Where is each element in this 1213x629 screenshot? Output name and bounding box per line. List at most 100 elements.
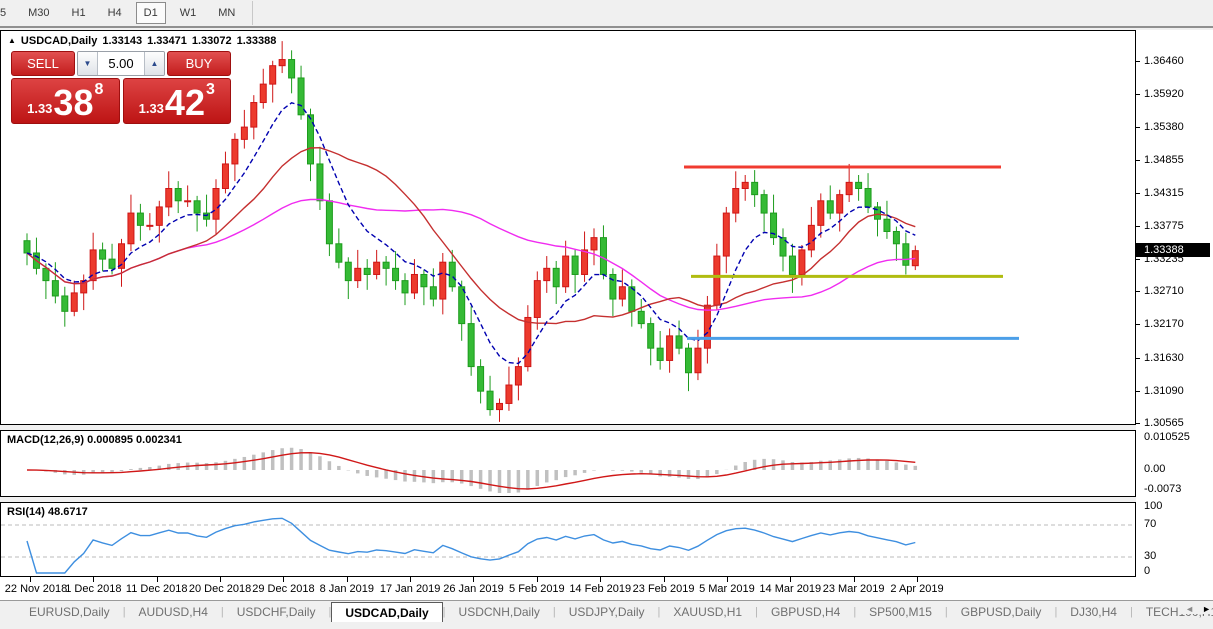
current-price-marker: 1.33388 [1136, 242, 1210, 257]
timeframe-button-mn[interactable]: MN [218, 7, 236, 19]
tab-scroll-buttons: ◄ ► [1179, 604, 1211, 614]
tab-scroll-right-icon[interactable]: ► [1202, 604, 1211, 614]
tab-separator: | [657, 605, 661, 618]
chart-tab-gbpusd[interactable]: GBPUSD,H4 [770, 605, 841, 619]
ohlc-close: 1.33388 [236, 35, 277, 47]
buy-button[interactable]: BUY [167, 51, 231, 76]
price-chart-pane: ▲ USDCAD,Daily 1.33143 1.33471 1.33072 1… [0, 30, 1136, 425]
buy-price-tile[interactable]: 1.33 42 3 [122, 78, 231, 124]
date-axis-label: 11 Dec 2018 [125, 583, 188, 595]
volume-input[interactable]: 5.00 [108, 56, 134, 71]
macd-axis-label: 0.010525 [1144, 431, 1190, 443]
chart-title: ▲ USDCAD,Daily 1.33143 1.33471 1.33072 1… [8, 35, 276, 47]
ohlc-high: 1.33471 [147, 35, 187, 47]
macd-pane: MACD(12,26,9) 0.000895 0.002341 [0, 430, 1136, 497]
date-axis: 22 Nov 2018 1 Dec 2018 11 Dec 2018 20 Dec 2… [0, 577, 1136, 600]
status-strip [0, 622, 1213, 629]
tab-scroll-left-icon[interactable]: ◄ [1185, 604, 1195, 614]
date-axis-label: 29 Dec 2018 [252, 583, 315, 595]
toolbar-separator [252, 1, 254, 25]
price-axis-tick [1136, 324, 1140, 326]
date-axis-tick [600, 577, 602, 582]
chart-tab-audusd[interactable]: AUDUSD,H4 [138, 605, 208, 619]
chart-tab-usdcad[interactable]: USDCAD,Daily [331, 602, 443, 622]
price-axis-label: 1.34315 [1144, 186, 1184, 199]
rsi-axis-label: 100 [1144, 500, 1163, 512]
chart-tab-gbpusd[interactable]: GBPUSD,Daily [960, 605, 1042, 619]
tab-separator: | [122, 605, 126, 618]
price-axis-tick [1136, 61, 1140, 62]
price-axis-label: 1.31630 [1144, 351, 1184, 364]
one-click-trading-panel: SELL ▼ 5.00 ▲ BUY 1.33 38 8 1.33 42 3 [11, 51, 231, 124]
tab-separator: | [442, 605, 446, 618]
sell-price-big: 38 [53, 81, 94, 123]
price-axis-tick [1136, 192, 1140, 194]
chart-tab-sp500[interactable]: SP500,M15 [869, 605, 932, 619]
collapse-trade-panel-icon[interactable]: ▲ [8, 35, 16, 45]
date-axis-tick [853, 577, 855, 582]
tab-separator: | [220, 605, 224, 618]
date-axis-label: 14 Mar 2019 [759, 583, 822, 595]
chart-tab-xauusd[interactable]: XAUUSD,H1 [673, 605, 743, 619]
timeframe-button-m30[interactable]: M30 [28, 7, 50, 19]
volume-increase-button[interactable]: ▲ [144, 52, 164, 75]
price-chart-canvas [23, 41, 1019, 422]
rsi-canvas [1, 517, 1135, 574]
chart-tab-dj30[interactable]: DJ30,H4 [1070, 605, 1117, 619]
macd-label: MACD(12,26,9) 0.000895 0.002341 [7, 434, 182, 446]
date-axis-label: 5 Feb 2019 [509, 583, 565, 595]
price-axis-tick [1136, 259, 1140, 261]
chart-tab-usdjpy[interactable]: USDJPY,Daily [568, 605, 645, 619]
price-axis-tick [1136, 127, 1140, 129]
tab-separator: | [1054, 605, 1058, 618]
sell-price-tile[interactable]: 1.33 38 8 [11, 78, 120, 124]
date-axis-label: 14 Feb 2019 [569, 583, 632, 595]
price-axis-label: 1.33235 [1144, 253, 1184, 266]
timeframe-button-5[interactable]: 5 [0, 7, 7, 19]
volume-decrease-button[interactable]: ▼ [78, 52, 98, 75]
price-axis-label: 1.33775 [1144, 219, 1184, 232]
date-axis-label: 20 Dec 2018 [188, 583, 252, 595]
price-axis-label: 1.35920 [1144, 88, 1184, 101]
timeframe-button-w1[interactable]: W1 [179, 7, 197, 19]
timeframe-button-d1[interactable]: D1 [135, 2, 166, 24]
buy-price-prefix: 1.33 [138, 101, 164, 116]
rsi-label: RSI(14) 48.6717 [7, 506, 88, 518]
macd-canvas [26, 447, 918, 493]
date-axis-tick [663, 577, 665, 582]
tab-separator: | [853, 605, 857, 618]
price-axis-label: 1.35380 [1144, 121, 1184, 134]
tab-separator: | [944, 605, 948, 618]
chart-tab-usdcnh[interactable]: USDCNH,Daily [458, 605, 540, 619]
date-axis-label: 5 Mar 2019 [699, 583, 755, 595]
date-axis-tick [346, 577, 348, 582]
timeframe-button-h4[interactable]: H4 [107, 7, 122, 19]
macd-axis-label: -0.0073 [1144, 482, 1182, 495]
date-axis-label: 23 Feb 2019 [632, 583, 695, 595]
ohlc-open: 1.33143 [102, 35, 143, 47]
tab-separator: | [755, 605, 758, 618]
price-axis: 1.33388 1.36460 1.35920 1.35380 1.34855 1.34… [1136, 30, 1213, 600]
tab-separator: | [1129, 605, 1133, 618]
price-axis-label: 1.30565 [1144, 417, 1184, 429]
price-axis-label: 1.31090 [1144, 384, 1184, 397]
date-axis-tick [93, 577, 95, 582]
sell-button[interactable]: SELL [11, 51, 75, 76]
date-axis-label: 1 Dec 2018 [65, 583, 122, 595]
timeframe-button-h1[interactable]: H1 [71, 7, 86, 19]
price-axis-tick [1136, 94, 1140, 96]
timeframe-toolbar: 5 M30 H1 H4 D1 W1 MN [0, 0, 1213, 28]
chart-tab-eurusd[interactable]: EURUSD,Daily [29, 605, 110, 619]
buy-price-big: 42 [164, 81, 205, 123]
date-axis-tick [726, 577, 728, 582]
chart-tab-bar: EURUSD,Daily | AUDUSD,H4 | USDCHF,Daily | USDC… [0, 600, 1213, 622]
macd-axis-label: 0.00 [1144, 463, 1166, 475]
date-axis-tick [156, 577, 158, 582]
sell-price-prefix: 1.33 [27, 101, 53, 116]
date-axis-tick [283, 577, 285, 582]
date-axis-label: 2 Apr 2019 [890, 583, 944, 595]
volume-stepper: ▼ 5.00 ▲ [77, 51, 165, 76]
chart-tab-usdchf[interactable]: USDCHF,Daily [236, 605, 316, 619]
date-axis-label: 23 Mar 2019 [822, 583, 885, 595]
